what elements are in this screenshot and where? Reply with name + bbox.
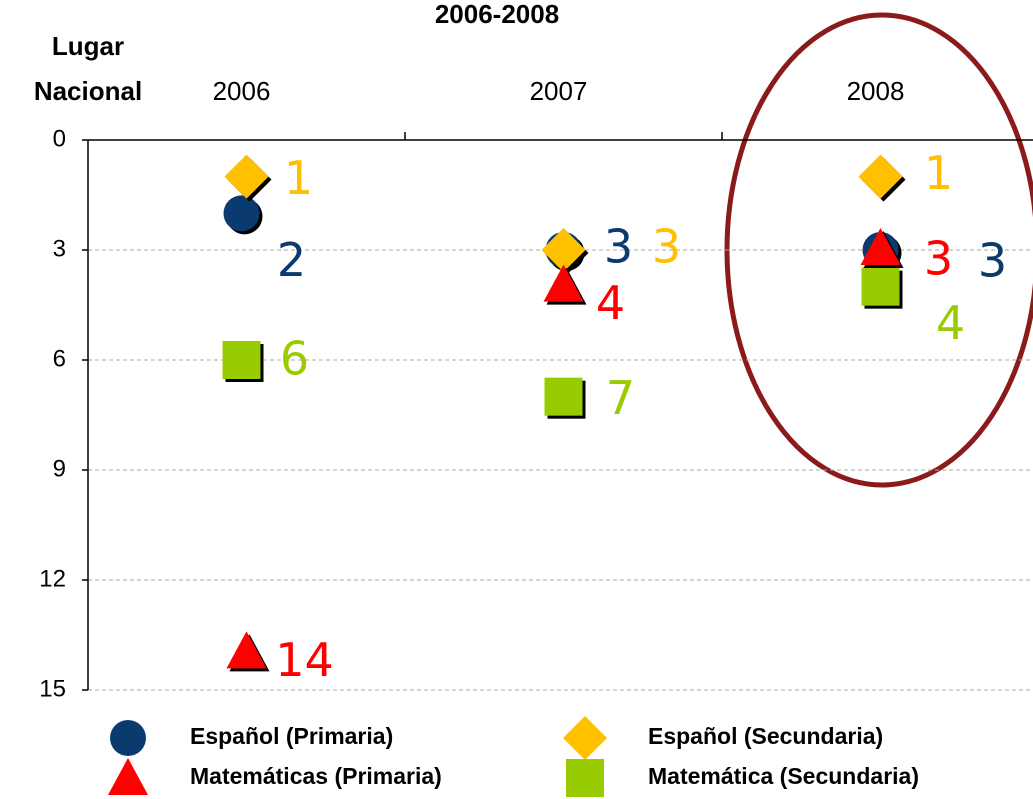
y-tick-label: 15: [39, 675, 66, 702]
y-tick-label: 3: [53, 235, 66, 262]
data-label: 3: [978, 234, 1007, 288]
legend-marker: [566, 759, 604, 797]
chart-title: 2006-2008: [435, 0, 559, 29]
legend-label: Matemáticas (Primaria): [190, 763, 442, 789]
legend-marker: [563, 716, 607, 760]
legend-marker: [110, 720, 146, 756]
data-point: [222, 341, 261, 379]
legend-marker: [108, 758, 148, 795]
data-label: 1: [284, 151, 313, 205]
data-point: [224, 154, 269, 199]
y-tick-label: 9: [53, 455, 66, 482]
data-point: [861, 267, 900, 306]
data-label: 3: [652, 220, 681, 274]
data-point: [860, 228, 901, 265]
data-point: [543, 264, 584, 302]
y-tick-label: 12: [39, 565, 66, 592]
data-label: 4: [936, 296, 965, 350]
data-point: [223, 195, 260, 232]
data-label: 7: [606, 371, 635, 425]
data-point: [541, 228, 586, 272]
x-tick-label: 2006: [213, 76, 271, 106]
data-label: 1: [924, 146, 953, 200]
data-label: 3: [604, 220, 633, 274]
data-point: [226, 631, 267, 669]
data-point: [544, 377, 583, 416]
y-tick-label: 0: [53, 125, 66, 152]
data-point: [858, 154, 903, 199]
legend-label: Matemática (Secundaria): [648, 763, 919, 789]
data-label: 2: [277, 233, 306, 287]
data-label: 4: [596, 276, 625, 330]
data-label: 3: [924, 232, 953, 286]
y-axis-label: Nacional: [34, 76, 142, 106]
x-tick-label: 2007: [530, 76, 588, 106]
x-tick-label: 2008: [847, 76, 905, 106]
data-label: 6: [280, 332, 309, 386]
y-axis-label: Lugar: [52, 31, 124, 61]
y-tick-label: 6: [53, 345, 66, 372]
data-label: 14: [275, 633, 334, 687]
legend-label: Español (Secundaria): [648, 723, 883, 749]
legend-label: Español (Primaria): [190, 723, 393, 749]
